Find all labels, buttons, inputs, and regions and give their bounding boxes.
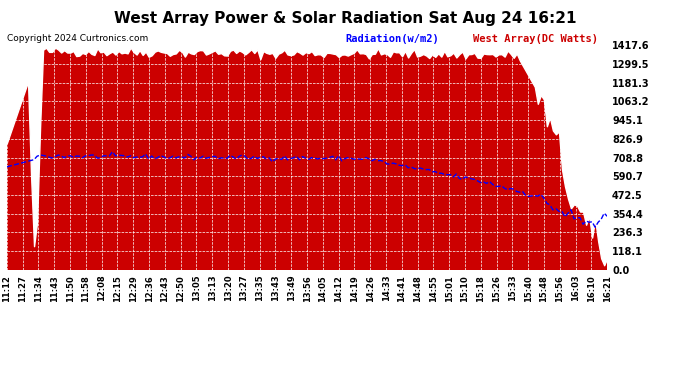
Text: Radiation(w/m2): Radiation(w/m2)	[345, 34, 439, 44]
Text: West Array Power & Solar Radiation Sat Aug 24 16:21: West Array Power & Solar Radiation Sat A…	[114, 11, 576, 26]
Text: West Array(DC Watts): West Array(DC Watts)	[473, 34, 598, 44]
Text: Copyright 2024 Curtronics.com: Copyright 2024 Curtronics.com	[7, 34, 148, 43]
